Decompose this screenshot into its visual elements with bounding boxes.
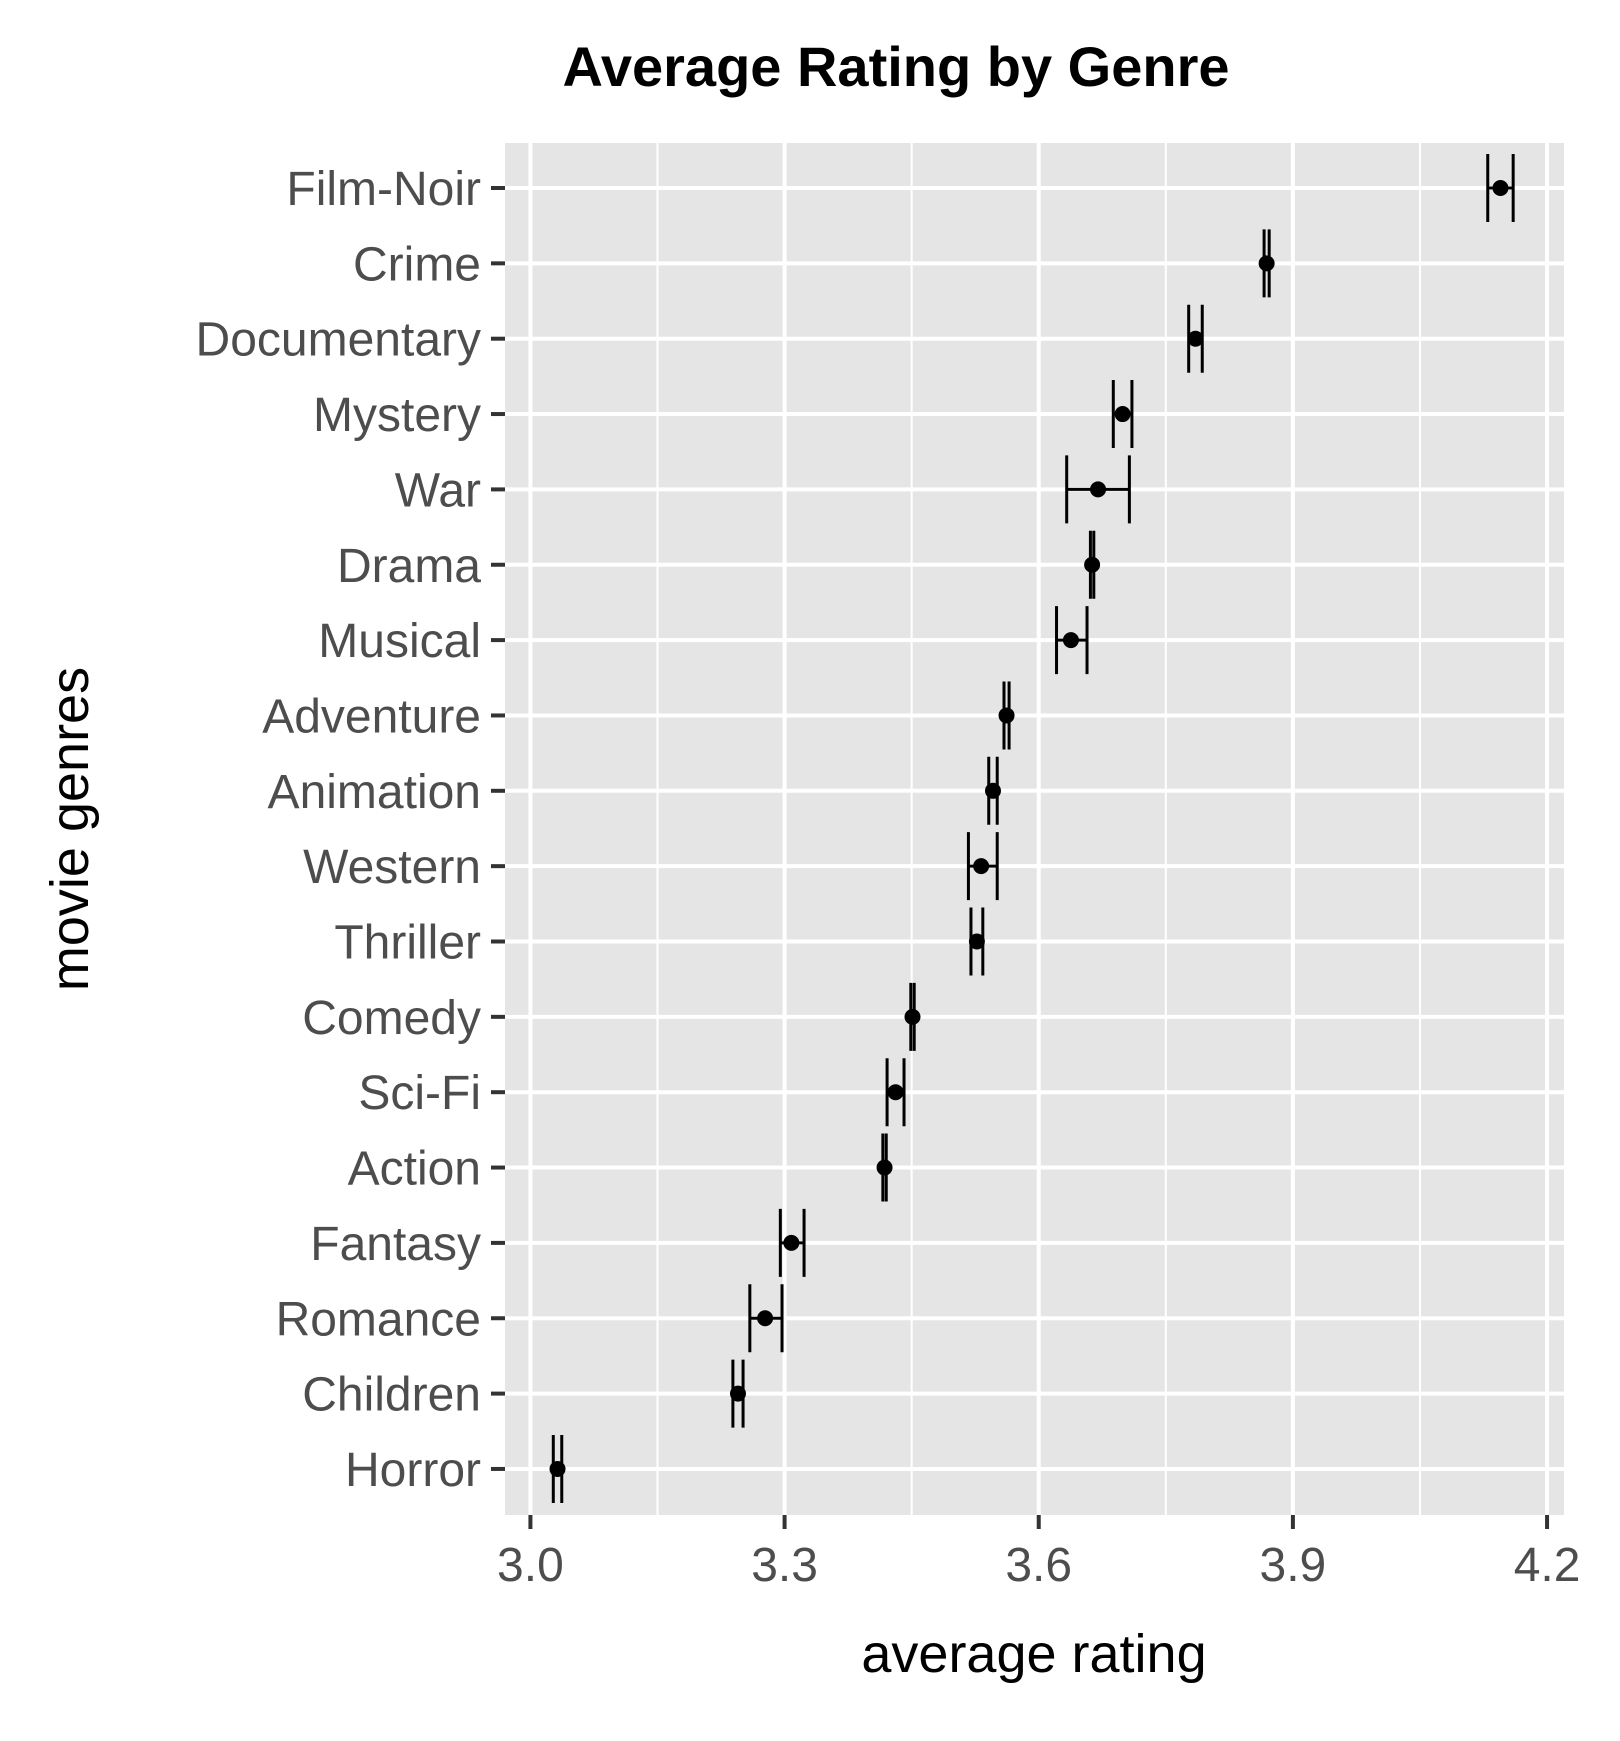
mean-point bbox=[1084, 556, 1101, 573]
mean-point bbox=[973, 858, 990, 875]
y-tick-label: Action bbox=[348, 1143, 481, 1196]
mean-point bbox=[1492, 180, 1509, 196]
mean-point bbox=[998, 707, 1015, 724]
x-tick-label: 3.9 bbox=[1260, 1539, 1327, 1592]
x-tick-label: 4.2 bbox=[1514, 1539, 1581, 1592]
data-points bbox=[549, 180, 1509, 1477]
x-tick-labels: 3.0 3.3 3.6 3.9 4.2 bbox=[497, 1539, 1580, 1592]
mean-point bbox=[1114, 406, 1131, 423]
axis-ticks bbox=[491, 186, 1550, 1529]
mean-point bbox=[887, 1084, 904, 1101]
mean-point bbox=[1258, 255, 1275, 272]
y-tick-label: Mystery bbox=[313, 389, 481, 442]
y-tick-label: Romance bbox=[276, 1293, 481, 1346]
y-tick-label: Western bbox=[303, 841, 481, 894]
y-tick-labels: Film-Noir Crime Documentary Mystery War Drama… bbox=[196, 163, 482, 1497]
mean-point bbox=[1090, 481, 1107, 498]
y-tick-label: Drama bbox=[337, 540, 481, 593]
y-tick-label: Thriller bbox=[334, 917, 481, 970]
y-tick-label: Musical bbox=[318, 615, 481, 668]
grid-lines bbox=[505, 143, 1564, 1515]
x-tick-label: 3.6 bbox=[1005, 1539, 1072, 1592]
y-tick-label: Children bbox=[302, 1369, 481, 1422]
mean-point bbox=[1187, 330, 1204, 347]
mean-point bbox=[729, 1385, 746, 1402]
plot-panel bbox=[505, 143, 1564, 1515]
mean-point bbox=[783, 1234, 800, 1251]
mean-point bbox=[757, 1310, 774, 1327]
y-tick-label: Fantasy bbox=[310, 1218, 481, 1271]
mean-point bbox=[968, 933, 985, 950]
mean-point bbox=[984, 782, 1001, 799]
y-tick-label: Adventure bbox=[262, 690, 481, 743]
y-tick-label: Horror bbox=[345, 1444, 481, 1497]
y-tick-label: War bbox=[395, 464, 481, 517]
y-tick-label: Documentary bbox=[196, 314, 481, 367]
y-tick-label: Film-Noir bbox=[286, 163, 481, 216]
mean-point bbox=[1062, 632, 1079, 649]
y-tick-label: Sci-Fi bbox=[358, 1067, 481, 1120]
y-axis-title: movie genres bbox=[40, 667, 100, 991]
y-tick-label: Crime bbox=[353, 238, 481, 291]
mean-point bbox=[549, 1460, 566, 1477]
chart-title: Average Rating by Genre bbox=[562, 35, 1229, 98]
y-tick-label: Comedy bbox=[302, 992, 481, 1045]
mean-point bbox=[904, 1008, 921, 1025]
y-tick-label: Animation bbox=[268, 766, 481, 819]
x-tick-label: 3.3 bbox=[751, 1539, 818, 1592]
mean-point bbox=[876, 1159, 893, 1176]
x-tick-label: 3.0 bbox=[497, 1539, 564, 1592]
x-axis-title: average rating bbox=[861, 1624, 1206, 1684]
